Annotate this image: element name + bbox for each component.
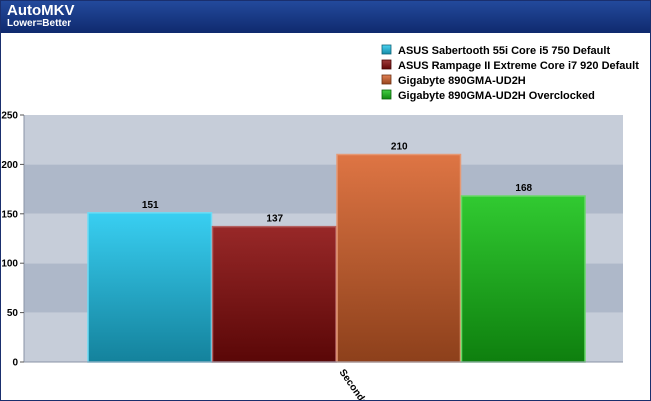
legend-label-1: ASUS Sabertooth 55i Core i5 750 Default <box>398 45 610 57</box>
bar-2 <box>211 225 337 363</box>
chart-title: AutoMKV <box>7 2 75 19</box>
y-tick-label: 100 <box>1 259 18 270</box>
bar-group <box>87 153 586 363</box>
y-tick-label: 50 <box>7 308 19 319</box>
value-label-3: 210 <box>391 142 408 153</box>
legend-swatch-1 <box>381 44 392 55</box>
legend-swatch-4 <box>381 89 392 100</box>
bar-1 <box>87 212 213 363</box>
bar-4 <box>460 195 586 363</box>
legend-label-3: Gigabyte 890GMA-UD2H <box>398 75 526 87</box>
y-tick-label: 250 <box>1 111 18 122</box>
value-label-2: 137 <box>266 214 283 225</box>
y-axis: 0 50 100 150 200 250 <box>1 111 25 369</box>
y-tick-label: 0 <box>12 358 18 369</box>
legend: ASUS Sabertooth 55i Core i5 750 Default A… <box>381 44 639 102</box>
value-label-1: 151 <box>142 200 159 211</box>
y-tick-label: 150 <box>1 209 18 220</box>
x-category-label: Seconds <box>337 367 370 400</box>
value-labels: 151 137 210 168 <box>142 142 533 225</box>
bar-3 <box>336 153 462 363</box>
legend-label-4: Gigabyte 890GMA-UD2H Overclocked <box>398 90 595 102</box>
legend-label-2: ASUS Rampage II Extreme Core i7 920 Defa… <box>398 60 639 72</box>
value-label-4: 168 <box>515 183 532 194</box>
legend-swatch-3 <box>381 74 392 85</box>
legend-swatch-2 <box>381 59 392 70</box>
grid-band <box>24 115 623 165</box>
chart-subtitle: Lower=Better <box>7 18 72 29</box>
title-bar: AutoMKV Lower=Better <box>1 1 650 33</box>
x-axis: Seconds <box>24 361 623 400</box>
y-tick-label: 200 <box>1 160 18 171</box>
